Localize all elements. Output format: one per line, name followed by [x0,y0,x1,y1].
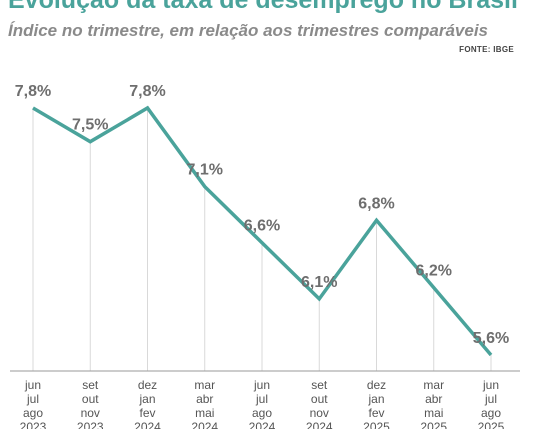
data-label: 5,6% [473,330,509,347]
x-tick-label: mar [423,378,444,392]
x-tick-label: 2025 [420,420,447,429]
x-tick-label: 2023 [20,420,47,429]
data-label: 6,8% [358,195,394,212]
drop-lines [32,108,492,371]
x-tick-label: dez [367,378,386,392]
x-tick-label: jan [138,392,155,406]
source-note: FONTE: IBGE [459,45,514,54]
x-tick-label: ago [481,406,501,420]
data-label: 7,5% [72,117,108,134]
chart-subtitle: Índice no trimestre, em relação aos trim… [8,21,489,40]
x-tick-label: nov [81,406,100,420]
x-tick-label: jun [24,378,41,392]
data-label: 7,1% [187,162,223,179]
x-tick-label: mai [195,406,214,420]
x-tick-label: set [82,378,99,392]
x-tick-label: jul [255,392,268,406]
data-label: 6,6% [244,218,280,235]
x-tick-label: mai [424,406,443,420]
chart-title: Evolução da taxa de desemprego no Brasil [8,0,518,14]
data-label: 7,8% [15,83,51,100]
x-tick-label: jul [484,392,497,406]
value-labels: 7,8% 7,5% 7,8% 7,1% 6,6% 6,1% 6,8% 6,2% 5,6% [15,83,509,347]
x-tick-label: ago [252,406,272,420]
x-tick-label: 2025 [478,420,505,429]
x-tick-label: 2024 [191,420,218,429]
data-label: 6,2% [416,263,452,280]
x-tick-label: jan [367,392,384,406]
data-label: 6,1% [301,274,337,291]
x-tick-labels: junjulago2023setoutnov2023dezjanfev2024m… [20,378,505,429]
x-tick-label: abr [425,392,442,406]
x-tick-label: 2024 [306,420,333,429]
x-tick-label: fev [368,406,384,420]
x-tick-label: ago [23,406,43,420]
x-tick-label: jun [253,378,270,392]
x-tick-label: out [311,392,328,406]
x-tick-label: jul [26,392,39,406]
x-tick-label: dez [138,378,157,392]
series-line [32,105,493,357]
x-tick-label: set [311,378,328,392]
x-tick-label: 2023 [77,420,104,429]
x-tick-label: out [82,392,99,406]
x-tick-label: 2024 [249,420,276,429]
x-tick-label: 2024 [134,420,161,429]
data-label: 7,8% [129,83,165,100]
x-tick-label: mar [194,378,215,392]
x-tick-label: fev [139,406,155,420]
x-tick-label: 2025 [363,420,390,429]
x-tick-label: nov [310,406,329,420]
x-tick-label: abr [196,392,213,406]
x-tick-label: jun [482,378,499,392]
